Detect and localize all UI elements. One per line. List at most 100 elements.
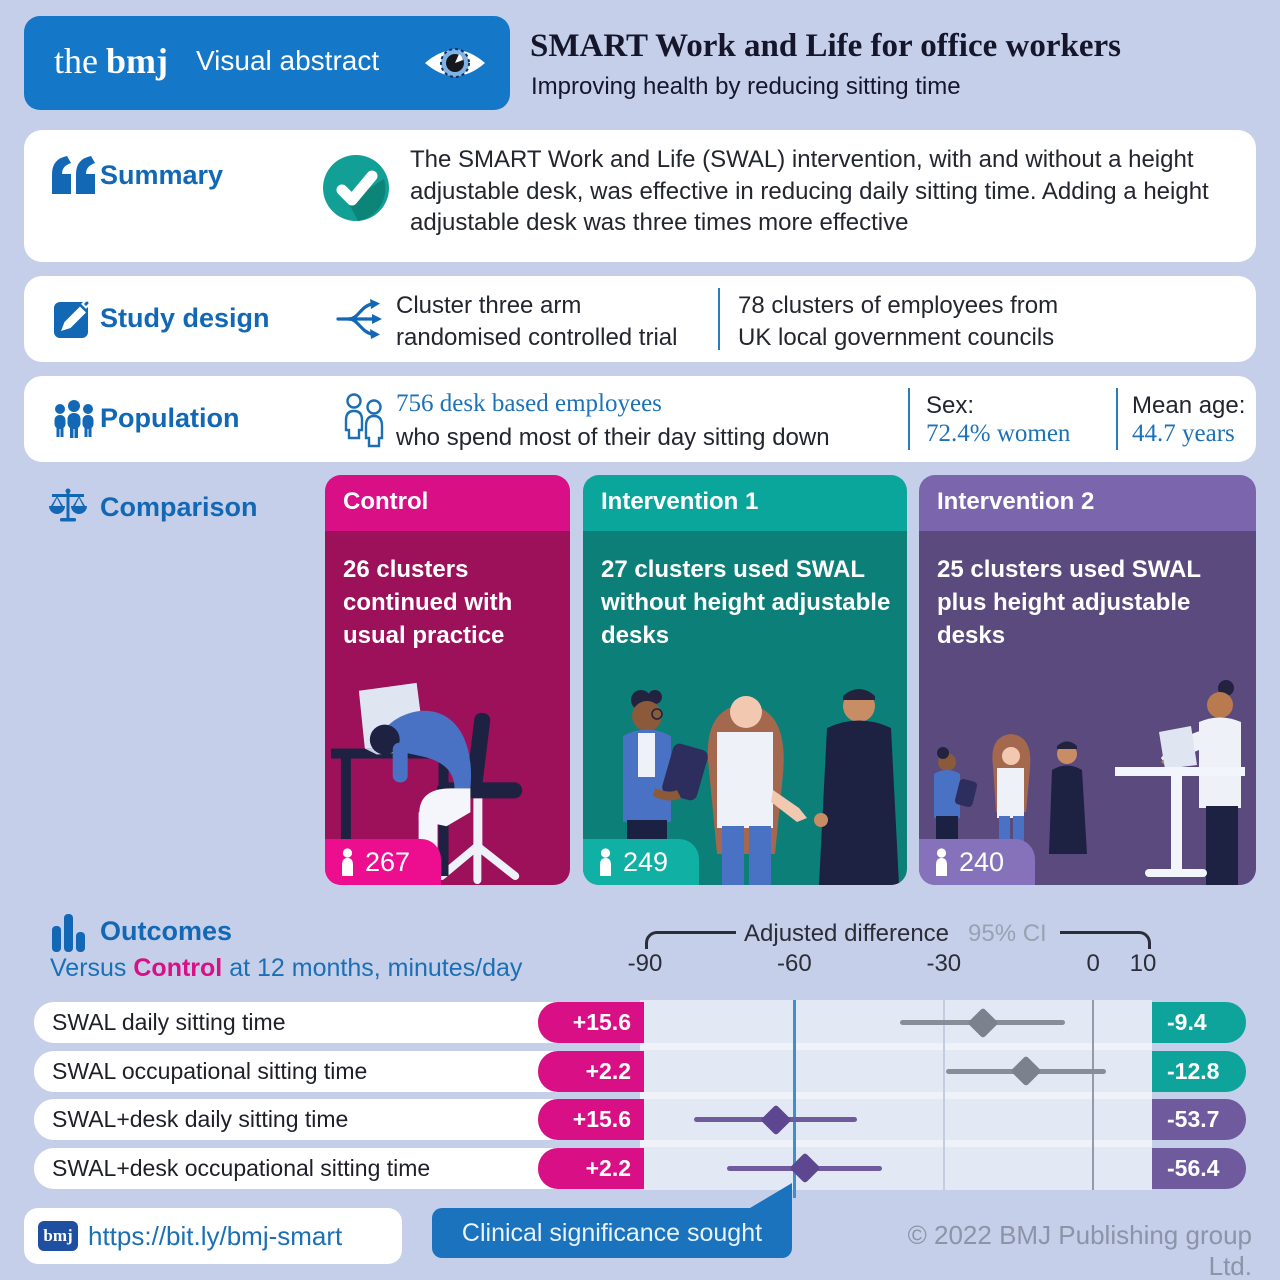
card-header-intervention2: Intervention 2 (919, 475, 1256, 531)
clinical-significance-pointer (750, 1183, 792, 1208)
tick-label-10: 10 (1129, 950, 1157, 977)
split-arrows-icon (336, 299, 382, 339)
copyright-text: © 2022 BMJ Publishing group Ltd. (907, 1220, 1252, 1280)
card-body-intervention1: 27 clusters used SWAL without height adj… (583, 531, 907, 885)
gridline-minus30 (942, 1000, 945, 1190)
gridline-zero (1092, 1000, 1095, 1190)
outcome-row-label: SWAL+desk daily sitting time (52, 1106, 349, 1132)
bmj-badge-icon: bmj (38, 1221, 78, 1251)
group-change-pill: -12.8 (1152, 1050, 1246, 1092)
comparison-card-control: Control 26 clusters continued with usual… (325, 475, 570, 885)
study-divider (718, 288, 720, 350)
population-description: who spend most of their day sitting down (396, 424, 830, 451)
axis-title: Adjusted difference (744, 920, 950, 947)
person-icon (600, 848, 611, 876)
outcomes-label: Outcomes (100, 916, 233, 946)
axis-bracket-left (645, 931, 736, 949)
illustration-slumped-worker (330, 682, 523, 885)
count-value: 267 (365, 846, 411, 877)
count-value: 249 (623, 846, 669, 877)
eye-icon (425, 48, 485, 78)
footer-link-pill: bmj https://bit.ly/bmj-smart (24, 1208, 402, 1264)
outcome-row-label: SWAL daily sitting time (52, 1009, 286, 1035)
page-subtitle: Improving health by reducing sitting tim… (531, 73, 961, 100)
page-title: SMART Work and Life for office workers (530, 28, 1121, 64)
bmj-brand-box: the bmj Visual abstract (24, 16, 510, 110)
brand-the: the (54, 41, 98, 81)
tick-label--90: -90 (627, 950, 663, 977)
group-change-pill: -9.4 (1152, 1002, 1246, 1043)
population-card: Population 756 desk based employees who … (24, 376, 1256, 462)
population-headline: 756 desk based employees (396, 390, 662, 417)
bar-chart-icon (52, 914, 85, 952)
person-icon (342, 848, 353, 876)
sex-value: 72.4% women (926, 420, 1071, 447)
card-body-intervention2: 25 clusters used SWAL plus height adjust… (919, 531, 1256, 885)
check-icon (323, 155, 389, 221)
count-badge-intervention1: 249 (583, 839, 699, 885)
axis-bracket-right (1060, 931, 1151, 949)
comparison-card-intervention1: Intervention 1 27 clusters used SWAL wit… (583, 475, 907, 885)
versus-suffix: at 12 months, minutes/day (222, 954, 523, 982)
study-method-line1: Cluster three arm (396, 292, 582, 319)
outcome-row-label: SWAL occupational sitting time (52, 1057, 368, 1084)
summary-label: Summary (100, 160, 224, 190)
population-icon (54, 400, 94, 438)
control-change-pill: +15.6 (538, 1099, 644, 1140)
card-title: Control (343, 488, 429, 515)
study-clusters-line2: UK local government councils (738, 324, 1055, 351)
brand-bmj: bmj (106, 41, 168, 81)
summary-card: Summary The SMART Work and Life (SWAL) i… (24, 130, 1256, 262)
card-desc: 26 clusters continued with usual practic… (343, 556, 513, 650)
two-persons-outline-icon (344, 393, 384, 448)
age-value: 44.7 years (1132, 420, 1235, 447)
row-separator (640, 1043, 1152, 1050)
row-separator (640, 1140, 1152, 1147)
population-divider-2 (1116, 388, 1118, 450)
group-change-pill: -56.4 (1152, 1147, 1246, 1189)
count-badge-intervention2: 240 (919, 839, 1035, 885)
tick-label-0: 0 (1086, 950, 1100, 977)
illustration-standing-desk (934, 680, 1245, 885)
card-title: Intervention 2 (937, 488, 1095, 515)
footer-link[interactable]: https://bit.ly/bmj-smart (88, 1220, 343, 1251)
card-title: Intervention 1 (601, 488, 759, 515)
card-body-control: 26 clusters continued with usual practic… (325, 531, 570, 885)
clinical-significance-label: Clinical significance sought (432, 1208, 792, 1258)
study-design-card: Study design Cluster three arm randomise… (24, 276, 1256, 362)
card-header-control: Control (325, 475, 570, 531)
age-label: Mean age: (1132, 392, 1246, 419)
versus-control: Control (133, 954, 223, 982)
study-clusters-line1: 78 clusters of employees from (738, 292, 1059, 319)
card-header-intervention1: Intervention 1 (583, 475, 907, 531)
comparison-label: Comparison (100, 492, 258, 522)
illustration-standing-group (623, 689, 899, 885)
study-design-label: Study design (100, 303, 270, 333)
outcome-row-label: SWAL+desk occupational sitting time (52, 1154, 431, 1181)
quote-icon (52, 156, 95, 194)
row-separator (640, 1091, 1152, 1099)
scales-icon (49, 488, 87, 522)
study-method-line2: randomised controlled trial (396, 324, 678, 351)
group-change-pill: -53.7 (1152, 1099, 1246, 1140)
axis-ci-label: 95% CI (968, 920, 1047, 947)
tick-label--30: -30 (926, 950, 962, 977)
control-change-pill: +2.2 (538, 1147, 644, 1189)
population-label: Population (100, 403, 240, 433)
comparison-card-intervention2: Intervention 2 25 clusters used SWAL plu… (919, 475, 1256, 885)
brand-product-label: Visual abstract (196, 45, 380, 76)
card-desc: 25 clusters used SWAL plus height adjust… (937, 556, 1201, 650)
gridline-reference-minus60 (792, 1000, 796, 1198)
versus-prefix: Versus (50, 954, 134, 982)
control-change-pill: +15.6 (538, 1002, 644, 1043)
outcomes-subtitle: Versus Control at 12 months, minutes/day (50, 954, 522, 983)
population-divider-1 (908, 388, 910, 450)
tick-label--60: -60 (777, 950, 812, 977)
pencil-icon (54, 299, 91, 338)
count-value: 240 (959, 846, 1005, 877)
summary-text: The SMART Work and Life (SWAL) intervent… (410, 146, 1209, 237)
sex-label: Sex: (926, 392, 975, 419)
control-change-pill: +2.2 (538, 1050, 644, 1092)
count-badge-control: 267 (325, 839, 441, 885)
